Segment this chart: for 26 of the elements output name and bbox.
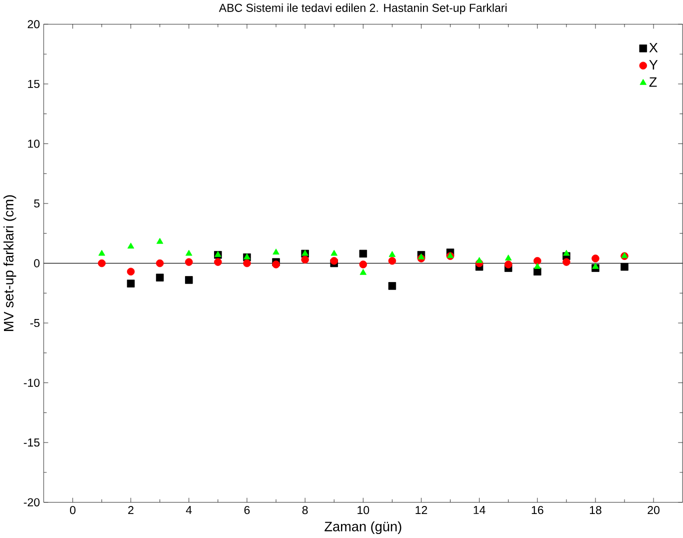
x-tick-label: 20 bbox=[648, 506, 660, 514]
y-tick-label: 5 bbox=[34, 200, 40, 208]
x-tick-label: 4 bbox=[186, 506, 192, 514]
y-tick-label: 15 bbox=[28, 80, 40, 88]
y-tick-label: -5 bbox=[30, 319, 40, 328]
y-axis-title: MV set-up farklari (cm) bbox=[3, 196, 16, 332]
x-tick-label: 10 bbox=[358, 506, 370, 514]
x-tick-label: 16 bbox=[532, 506, 544, 514]
x-tick-label: 8 bbox=[302, 506, 308, 514]
legend-label: Y bbox=[649, 60, 658, 70]
x-tick-label: 12 bbox=[416, 506, 428, 514]
y-tick-label: -10 bbox=[24, 378, 40, 388]
legend-label: Z bbox=[649, 78, 657, 87]
x-tick-label: 18 bbox=[590, 506, 602, 514]
y-tick-label: -15 bbox=[24, 438, 40, 447]
x-axis-title: Zaman (gün) bbox=[324, 522, 402, 534]
chart-title: ABC Sistemi ile tedavi edilen 2. Hastanin Set-up Farklari bbox=[218, 4, 507, 14]
x-tick-label: 0 bbox=[70, 506, 76, 514]
y-tick-label: 0 bbox=[34, 259, 40, 268]
x-tick-label: 2 bbox=[128, 506, 134, 514]
x-tick-label: 14 bbox=[474, 506, 486, 514]
y-tick-label: 20 bbox=[28, 20, 40, 29]
x-tick-label: 6 bbox=[244, 506, 250, 514]
legend-label: X bbox=[649, 43, 658, 53]
y-tick-label: 10 bbox=[28, 140, 40, 148]
y-tick-label: -20 bbox=[24, 498, 40, 507]
